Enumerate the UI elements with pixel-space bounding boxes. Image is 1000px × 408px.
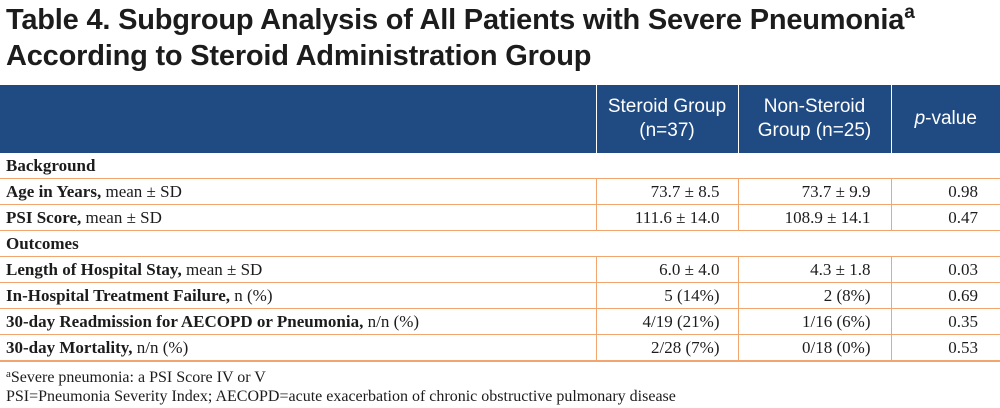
table-row: PSI Score, mean ± SD 111.6 ± 14.0 108.9 …: [0, 204, 1000, 231]
footnote-a: aSevere pneumonia: a PSI Score IV or V: [6, 368, 266, 387]
section-row-outcomes: Outcomes: [0, 230, 1000, 257]
section-fill: [738, 230, 891, 257]
cell-non-steroid: 0/18 (0%): [737, 334, 891, 362]
footnote-abbreviations: PSI=Pneumonia Severity Index; AECOPD=acu…: [6, 388, 676, 405]
section-fill: [596, 230, 738, 257]
title-footnote-marker: a: [904, 2, 915, 23]
header-non-steroid-group: Non-Steroid Group (n=25): [737, 85, 891, 153]
table-row: 30-day Readmission for AECOPD or Pneumon…: [0, 308, 1000, 335]
section-row-background: Background: [0, 153, 1000, 179]
row-label: PSI Score, mean ± SD: [0, 204, 596, 231]
table-title: Table 4. Subgroup Analysis of All Patien…: [6, 2, 996, 74]
cell-p-value: 0.69: [890, 282, 1000, 309]
cell-non-steroid: 4.3 ± 1.8: [737, 256, 891, 283]
cell-steroid: 73.7 ± 8.5: [595, 178, 738, 205]
cell-non-steroid: 108.9 ± 14.1: [737, 204, 891, 231]
header-p-value: p-value: [890, 85, 1000, 153]
cell-p-value: 0.98: [890, 178, 1000, 205]
section-fill: [891, 230, 1000, 257]
cell-non-steroid: 2 (8%): [737, 282, 891, 309]
table-header-row: Steroid Group (n=37) Non-Steroid Group (…: [0, 85, 1000, 153]
cell-steroid: 5 (14%): [595, 282, 738, 309]
section-label: Background: [0, 153, 596, 179]
row-label: 30-day Mortality, n/n (%): [0, 334, 596, 362]
row-label: Age in Years, mean ± SD: [0, 178, 596, 205]
title-line-2: According to Steroid Administration Grou…: [6, 40, 592, 72]
data-table: Steroid Group (n=37) Non-Steroid Group (…: [0, 85, 1000, 362]
cell-steroid: 2/28 (7%): [595, 334, 738, 362]
table-row: In-Hospital Treatment Failure, n (%) 5 (…: [0, 282, 1000, 309]
footnote-marker: a: [6, 368, 11, 380]
cell-steroid: 111.6 ± 14.0: [595, 204, 738, 231]
section-fill: [891, 153, 1000, 179]
section-fill: [596, 153, 738, 179]
row-label: 30-day Readmission for AECOPD or Pneumon…: [0, 308, 596, 335]
cell-p-value: 0.47: [890, 204, 1000, 231]
cell-steroid: 4/19 (21%): [595, 308, 738, 335]
footnotes: aSevere pneumonia: a PSI Score IV or V P…: [6, 368, 676, 406]
cell-non-steroid: 1/16 (6%): [737, 308, 891, 335]
section-label: Outcomes: [0, 230, 596, 257]
title-line-1: Table 4. Subgroup Analysis of All Patien…: [6, 2, 915, 36]
cell-steroid: 6.0 ± 4.0: [595, 256, 738, 283]
table-row: Age in Years, mean ± SD 73.7 ± 8.5 73.7 …: [0, 178, 1000, 205]
cell-p-value: 0.03: [890, 256, 1000, 283]
header-blank: [0, 85, 596, 153]
row-label: Length of Hospital Stay, mean ± SD: [0, 256, 596, 283]
cell-p-value: 0.35: [890, 308, 1000, 335]
table-row: Length of Hospital Stay, mean ± SD 6.0 ±…: [0, 256, 1000, 283]
table-row: 30-day Mortality, n/n (%) 2/28 (7%) 0/18…: [0, 334, 1000, 362]
section-fill: [738, 153, 891, 179]
cell-p-value: 0.53: [890, 334, 1000, 362]
header-steroid-group: Steroid Group (n=37): [595, 85, 738, 153]
cell-non-steroid: 73.7 ± 9.9: [737, 178, 891, 205]
row-label: In-Hospital Treatment Failure, n (%): [0, 282, 596, 309]
